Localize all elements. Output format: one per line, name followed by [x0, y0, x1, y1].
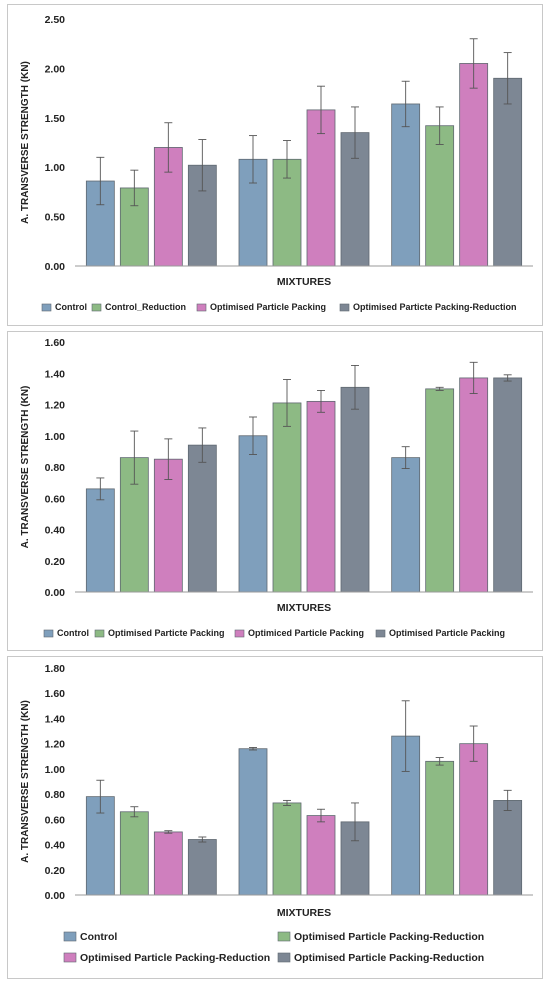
legend-label: Optimised Particle Packing: [389, 628, 505, 638]
y-tick-label: 2.50: [45, 14, 66, 26]
bar: [493, 77, 523, 267]
legend-label: Control_Reduction: [105, 302, 186, 312]
y-tick-label: 1.40: [45, 368, 66, 380]
legend-swatch: [339, 303, 350, 312]
legend-label: Optimised Particte Packing-Reduction: [353, 302, 517, 312]
chart-panel-3: 0.00 0.20 0.40 0.60 0.80 1.00 1.20 1.40 1.60 1.80…: [7, 656, 543, 979]
bar: [425, 388, 455, 593]
y-tick-label: 0.60: [45, 493, 66, 505]
chart-panel-2: 0.00 0.20 0.40 0.60 0.80 1.00 1.20 1.40 1.60 A. T…: [7, 331, 543, 651]
legend-label: Optimiced Particle Packing: [248, 628, 364, 638]
legend-label: Optimised Particle Packing-Reduction: [80, 952, 270, 964]
legend-swatch: [196, 303, 207, 312]
bar: [391, 103, 421, 267]
y-tick-label: 0.40: [45, 840, 66, 852]
legend-swatch: [277, 931, 291, 942]
y-tick-label: 1.60: [45, 688, 66, 700]
bar: [425, 760, 455, 896]
transverse-strength-chart-2: 0.00 0.20 0.40 0.60 0.80 1.00 1.20 1.40 1.60 A. T…: [20, 337, 533, 638]
bar: [187, 839, 217, 896]
y-tick-label: 0.00: [45, 890, 66, 902]
y-tick-label: 0.50: [45, 212, 66, 224]
y-tick-label: 0.00: [45, 261, 66, 273]
y-tick-label: 0.60: [45, 814, 66, 826]
legend-label: Control: [55, 302, 87, 312]
transverse-strength-chart-3: 0.00 0.20 0.40 0.60 0.80 1.00 1.20 1.40 1.60 1.80…: [20, 663, 533, 964]
legend-swatch: [94, 629, 105, 638]
y-tick-label: 0.20: [45, 865, 66, 877]
legend-swatch: [63, 931, 77, 942]
legend-label: Optimised Particle Packing-Reduction: [294, 931, 484, 943]
legend-swatch: [41, 303, 52, 312]
legend-label: Control: [80, 931, 117, 943]
bar: [459, 377, 489, 593]
legend-swatch: [234, 629, 245, 638]
y-tick-label: 0.80: [45, 462, 66, 474]
y-tick-label: 1.60: [45, 337, 66, 349]
legend-label: Control: [57, 628, 89, 638]
bar: [306, 400, 336, 593]
bar: [85, 488, 115, 593]
y-tick-label: 0.20: [45, 556, 66, 568]
y-tick-label: 1.00: [45, 162, 66, 174]
bar: [238, 748, 268, 896]
bar: [238, 435, 268, 593]
y-tick-label: 1.00: [45, 431, 66, 443]
bar: [306, 815, 336, 896]
y-tick-label: 2.00: [45, 63, 66, 75]
legend-swatch: [375, 629, 386, 638]
y-tick-label: 1.20: [45, 739, 66, 751]
bar: [459, 743, 489, 896]
bar: [493, 377, 523, 593]
legend-swatch: [43, 629, 54, 638]
y-tick-label: 1.50: [45, 113, 66, 125]
legend-label: Optimised Particte Packing: [108, 628, 225, 638]
legend-label: Optimised Particle Packing-Reduction: [294, 952, 484, 964]
y-tick-label: 0.00: [45, 587, 66, 599]
legend-label: Optimised Particle Packing: [210, 302, 326, 312]
chart-panel-1: 0.00 0.50 1.00 1.50 2.00 2.50 A. TRANSVERSE ST…: [7, 4, 543, 326]
legend-swatch: [277, 952, 291, 963]
x-axis-title: MIXTURES: [277, 276, 331, 288]
x-axis-title: MIXTURES: [277, 602, 331, 614]
bar: [391, 457, 421, 593]
y-axis-title: A. TRANSVERSE STRENGTH (KN): [20, 61, 31, 224]
y-tick-label: 0.80: [45, 789, 66, 801]
bar: [425, 125, 455, 267]
bar: [340, 386, 370, 593]
y-tick-label: 1.40: [45, 713, 66, 725]
transverse-strength-chart-1: 0.00 0.50 1.00 1.50 2.00 2.50 A. TRANSVERSE ST…: [20, 14, 533, 312]
y-tick-label: 1.00: [45, 764, 66, 776]
y-axis-title: A. TRANSVERSE STRENGTH (KN): [20, 700, 31, 863]
bar: [272, 802, 302, 896]
legend-swatch: [63, 952, 77, 963]
bar: [153, 458, 183, 593]
bar: [493, 800, 523, 896]
bar: [119, 811, 149, 896]
y-axis-title: A. TRANSVERSE STRENGTH (KN): [20, 386, 31, 549]
y-tick-label: 0.40: [45, 525, 66, 537]
y-tick-label: 1.20: [45, 400, 66, 412]
legend-swatch: [91, 303, 102, 312]
bar: [272, 402, 302, 593]
bar: [187, 444, 217, 593]
y-tick-label: 1.80: [45, 663, 66, 675]
x-axis-title: MIXTURES: [277, 907, 331, 919]
bar: [459, 63, 489, 267]
bar: [153, 831, 183, 896]
